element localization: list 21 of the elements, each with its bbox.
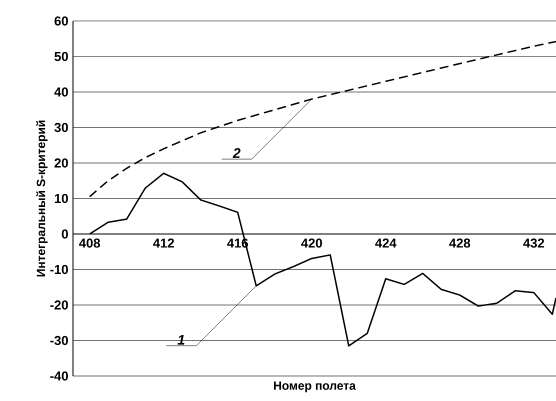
y-tick-label: -40 — [50, 371, 68, 381]
y-tick-label: -30 — [50, 336, 68, 346]
x-tick-label: 412 — [153, 238, 174, 248]
y-tick-label: 50 — [54, 52, 68, 62]
y-tick-label: 20 — [54, 158, 68, 168]
annotation: 1 — [178, 335, 184, 345]
y-tick-label: 40 — [54, 87, 68, 97]
x-tick-label: 428 — [449, 238, 470, 248]
x-axis-title: Номер полета — [274, 382, 356, 392]
x-tick-label: 424 — [375, 238, 396, 248]
y-tick-label: 30 — [54, 122, 68, 132]
y-tick-label: 0 — [62, 229, 68, 239]
x-tick-label: 420 — [301, 238, 322, 248]
y-axis-title: Интегральный S-критерий — [36, 120, 48, 276]
y-tick-label: 10 — [54, 194, 68, 204]
annotation: 2 — [232, 148, 240, 158]
y-tick-label: -20 — [50, 300, 68, 310]
x-tick-label: 408 — [79, 238, 100, 248]
y-tick-label: -10 — [50, 264, 68, 274]
y-tick-label: 60 — [54, 16, 68, 26]
x-tick-label: 432 — [523, 238, 544, 248]
